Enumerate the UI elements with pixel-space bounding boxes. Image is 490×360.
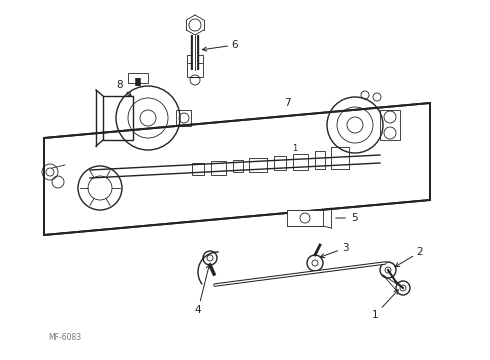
Bar (187, 55, 203, 77)
Bar (176, 110, 191, 126)
Text: 6: 6 (202, 40, 238, 51)
Bar (192, 163, 204, 175)
Bar (211, 161, 226, 175)
Bar (287, 210, 323, 226)
Text: 1: 1 (293, 144, 297, 153)
Bar (103, 96, 133, 140)
Text: 8: 8 (117, 80, 131, 96)
Bar (293, 154, 308, 170)
Text: 2: 2 (395, 247, 423, 267)
Bar (128, 73, 148, 83)
Bar (274, 156, 286, 170)
Bar (331, 147, 349, 169)
Bar (315, 151, 325, 169)
Text: MF-6083: MF-6083 (48, 333, 81, 342)
Text: 3: 3 (320, 243, 348, 258)
Text: 1: 1 (372, 290, 398, 320)
Bar (249, 158, 267, 172)
Text: 5: 5 (336, 213, 358, 223)
Text: 7: 7 (284, 98, 290, 108)
Bar (380, 110, 400, 140)
Text: 4: 4 (195, 264, 210, 315)
Bar (233, 160, 243, 172)
